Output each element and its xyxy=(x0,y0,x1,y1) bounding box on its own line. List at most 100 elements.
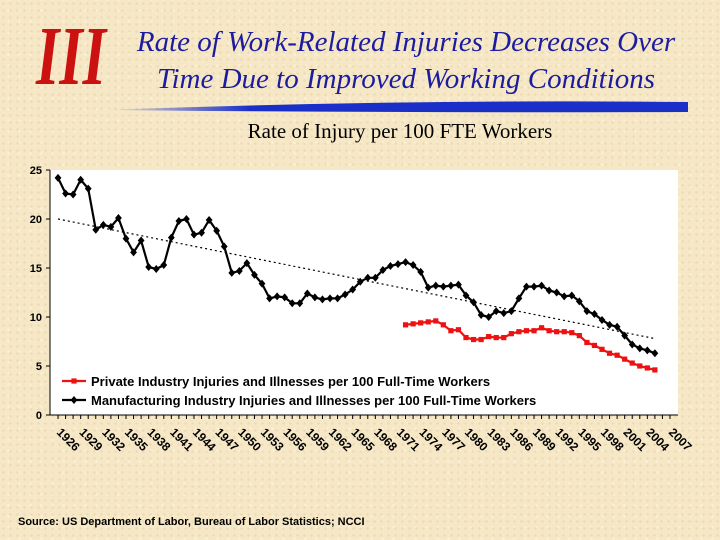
plot-area xyxy=(50,170,678,415)
x-tick-label: 2004 xyxy=(643,425,672,454)
data-point xyxy=(606,350,613,356)
legend-marker xyxy=(71,378,77,384)
data-point xyxy=(546,328,552,334)
y-tick-label: 0 xyxy=(36,410,42,422)
x-tick-label: 1929 xyxy=(77,425,106,454)
data-point xyxy=(84,184,92,193)
data-point xyxy=(447,281,455,290)
y-tick-label: 5 xyxy=(36,361,42,373)
data-point xyxy=(477,311,485,320)
x-tick-label: 1983 xyxy=(485,425,514,454)
x-tick-label: 1953 xyxy=(258,425,287,454)
trend-line xyxy=(57,218,656,340)
legend-entry-private-industry: Private Industry Injuries and Illnesses … xyxy=(62,374,490,389)
data-point xyxy=(145,263,153,272)
data-point xyxy=(455,280,462,289)
data-point xyxy=(553,288,561,297)
page-title: Rate of Work-Related Injuries Decreases … xyxy=(96,24,716,98)
data-point xyxy=(130,248,137,257)
data-point xyxy=(273,292,281,301)
data-point xyxy=(485,313,493,321)
legend: Private Industry Injuries and Illnesses … xyxy=(62,374,536,408)
data-point xyxy=(92,225,100,234)
data-point xyxy=(356,277,364,286)
data-point xyxy=(251,270,258,279)
data-point xyxy=(99,220,107,229)
legend-label: Manufacturing Industry Injuries and Illn… xyxy=(91,393,536,408)
data-point xyxy=(432,281,440,290)
data-point xyxy=(122,234,130,243)
data-point xyxy=(568,291,576,300)
data-point xyxy=(387,262,394,271)
y-tick-label: 10 xyxy=(30,312,42,324)
page-title-line-2: Time Due to Improved Working Conditions xyxy=(156,63,656,95)
data-point xyxy=(281,293,289,302)
data-point xyxy=(326,294,334,303)
data-point xyxy=(643,346,651,355)
data-point xyxy=(190,230,198,239)
data-point xyxy=(296,299,304,308)
series-manufacturing xyxy=(54,173,659,358)
x-tick-label: 1947 xyxy=(213,425,242,454)
data-point xyxy=(561,329,567,335)
data-point xyxy=(583,307,591,316)
data-point xyxy=(77,175,85,184)
data-point xyxy=(198,228,205,237)
data-point xyxy=(183,215,190,223)
data-point xyxy=(319,295,326,304)
source-note: Source: US Department of Labor, Bureau o… xyxy=(18,516,365,528)
data-point xyxy=(508,331,514,337)
y-tick-label: 25 xyxy=(30,165,42,177)
data-point xyxy=(591,342,598,349)
data-point xyxy=(288,299,296,308)
data-point xyxy=(402,258,409,267)
x-tick-label: 1944 xyxy=(190,425,219,454)
x-tick-label: 1962 xyxy=(326,425,355,454)
data-point xyxy=(644,365,650,371)
x-tick-label: 1968 xyxy=(371,425,400,454)
data-point xyxy=(303,289,311,298)
data-point xyxy=(516,329,522,335)
data-point xyxy=(545,286,553,295)
chart-title: Rate of Injury per 100 FTE Workers xyxy=(247,119,553,143)
data-point xyxy=(628,340,636,349)
data-point xyxy=(137,236,145,245)
data-point xyxy=(629,360,635,366)
chart-axes xyxy=(46,169,678,419)
data-point xyxy=(311,293,319,302)
iii-logo-text: III xyxy=(35,22,108,92)
data-point xyxy=(560,292,568,301)
data-point xyxy=(470,336,477,343)
x-tick-label: 1992 xyxy=(553,425,582,454)
data-point xyxy=(599,346,605,352)
x-tick-label: 1998 xyxy=(598,425,627,454)
data-point xyxy=(402,322,409,328)
data-point xyxy=(554,329,560,335)
data-point xyxy=(569,330,575,336)
data-point xyxy=(462,291,470,300)
data-point xyxy=(440,322,446,328)
data-point xyxy=(379,265,387,274)
data-point xyxy=(652,367,658,373)
x-tick-label: 1971 xyxy=(394,425,423,454)
iii-logo: III xyxy=(35,22,108,92)
data-point xyxy=(410,321,416,327)
x-tick-label: 2007 xyxy=(666,425,695,454)
data-point xyxy=(243,259,251,268)
series-trend xyxy=(57,218,656,340)
legend-entry-manufacturing: Manufacturing Industry Injuries and Illn… xyxy=(62,393,536,408)
title-underline xyxy=(104,101,688,113)
data-point xyxy=(371,273,379,282)
data-point xyxy=(500,309,508,318)
data-point xyxy=(530,282,538,291)
data-point xyxy=(107,222,115,231)
x-tick-label: 1941 xyxy=(167,425,196,454)
data-point xyxy=(478,336,484,343)
data-point xyxy=(424,283,432,292)
data-point xyxy=(622,356,628,362)
data-point xyxy=(637,363,643,369)
data-point xyxy=(448,328,454,334)
data-point xyxy=(418,320,424,326)
data-point xyxy=(576,333,582,339)
data-point xyxy=(455,327,462,333)
